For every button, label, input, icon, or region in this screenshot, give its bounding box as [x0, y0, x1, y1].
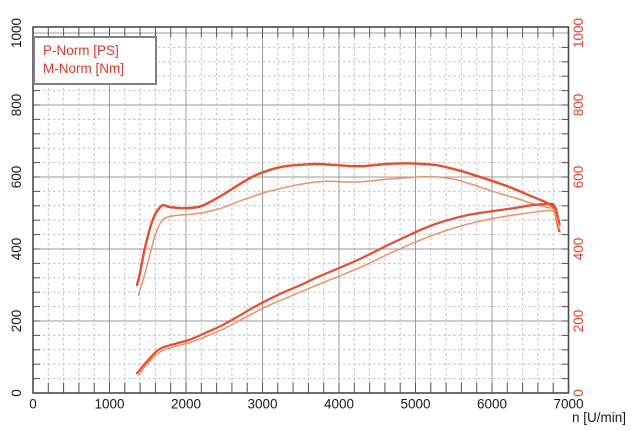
x-tick-label: 1000: [94, 397, 124, 412]
legend-item-torque: M-Norm [Nm]: [43, 61, 124, 76]
y-right-tick-label: 1000: [571, 18, 586, 48]
y-right-tick-label: 0: [571, 389, 586, 397]
y-right-tick-label: 200: [571, 310, 586, 333]
y-right-tick-label: 800: [571, 94, 586, 117]
y-right-tick-label: 600: [571, 166, 586, 189]
y-left-tick-label: 600: [9, 166, 24, 189]
x-tick-label: 3000: [247, 397, 277, 412]
legend: P-Norm [PS] M-Norm [Nm]: [33, 36, 157, 85]
y-left-tick-label: 800: [9, 94, 24, 117]
x-tick-label: 0: [29, 397, 37, 412]
curve-m-norm-run-2: [137, 175, 560, 296]
x-axis-title: n [U/min]: [572, 410, 626, 425]
plot-border: [32, 26, 570, 394]
y-left-tick-label: 1000: [9, 18, 24, 48]
curve-m-norm-run-1: [135, 162, 561, 287]
x-tick-label: 4000: [324, 397, 354, 412]
x-tick-label: 2000: [171, 397, 201, 412]
x-tick-label: 7000: [553, 397, 583, 412]
y-left-tick-label: 0: [9, 389, 24, 397]
x-tick-label: 6000: [477, 397, 507, 412]
y-left-tick-label: 200: [9, 310, 24, 333]
legend-item-power: P-Norm [PS]: [43, 43, 119, 58]
curve-p-norm-run-1: [135, 202, 561, 375]
y-right-tick-label: 400: [571, 238, 586, 261]
y-left-tick-label: 400: [9, 238, 24, 261]
curve-p-norm-run-2: [137, 209, 560, 376]
x-tick-label: 5000: [400, 397, 430, 412]
